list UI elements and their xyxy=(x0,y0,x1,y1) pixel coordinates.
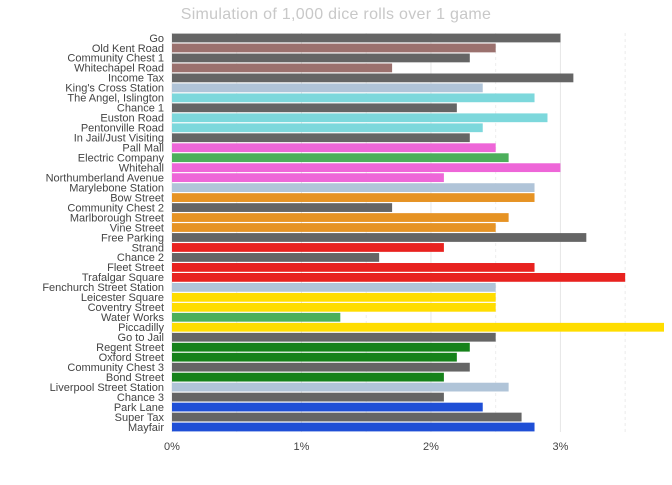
category-label: Community Chest 3 xyxy=(67,362,164,374)
x-tick-label: 3% xyxy=(552,441,568,453)
bar xyxy=(172,143,496,153)
bar xyxy=(172,193,535,202)
bar xyxy=(172,233,587,242)
category-label: Electric Company xyxy=(78,152,165,164)
category-label: Old Kent Road xyxy=(92,43,164,55)
category-label: Vine Street xyxy=(110,222,164,234)
category-label: Trafalgar Square xyxy=(82,272,164,284)
category-label: Fenchurch Street Station xyxy=(42,282,164,294)
category-label: Whitehall xyxy=(119,162,164,174)
category-label: Chance 1 xyxy=(117,103,164,115)
bar xyxy=(172,342,470,352)
bar xyxy=(172,362,470,372)
bar xyxy=(172,63,393,73)
category-label: Oxford Street xyxy=(99,352,164,364)
chart-title: Simulation of 1,000 dice rolls over 1 ga… xyxy=(180,6,492,23)
bar xyxy=(172,292,496,302)
bars xyxy=(172,33,664,432)
category-label: Fleet Street xyxy=(107,262,164,274)
bar xyxy=(172,422,535,432)
category-label: Free Parking xyxy=(101,232,164,244)
bar xyxy=(172,103,457,113)
bar xyxy=(172,163,561,173)
bar xyxy=(172,113,548,123)
category-label: Piccadilly xyxy=(118,322,164,334)
category-label: Park Lane xyxy=(114,402,164,414)
bar xyxy=(172,203,393,212)
category-label: Super Tax xyxy=(115,412,165,424)
bar xyxy=(172,372,444,382)
x-tick-label: 2% xyxy=(423,441,439,453)
x-tick-label: 1% xyxy=(294,441,310,453)
category-label: Water Works xyxy=(101,312,164,324)
bar xyxy=(172,183,535,193)
grid-lines xyxy=(171,33,626,432)
bar xyxy=(172,332,496,342)
category-label: Bond Street xyxy=(106,372,164,384)
category-label: Community Chest 1 xyxy=(67,53,164,65)
category-label: Strand xyxy=(132,242,164,254)
bar xyxy=(172,43,496,53)
category-label: Pentonville Road xyxy=(81,123,164,135)
category-label: Chance 3 xyxy=(117,392,164,404)
bar xyxy=(172,33,561,43)
bar xyxy=(172,282,496,292)
bar xyxy=(172,173,444,183)
category-label: Marlborough Street xyxy=(70,212,164,224)
bar xyxy=(172,153,509,163)
bar xyxy=(172,133,470,143)
bar xyxy=(172,412,522,422)
bar xyxy=(172,263,535,272)
category-label: Regent Street xyxy=(96,342,164,354)
bar xyxy=(172,223,496,232)
category-label: The Angel, Islington xyxy=(67,93,164,105)
category-label: Mayfair xyxy=(128,422,164,434)
bar xyxy=(172,253,380,262)
bar xyxy=(172,123,483,133)
category-label: Liverpool Street Station xyxy=(50,382,164,394)
category-label: Bow Street xyxy=(110,192,164,204)
bar xyxy=(172,352,457,362)
bar xyxy=(172,322,664,332)
category-label: Whitechapel Road xyxy=(74,63,164,75)
bar xyxy=(172,312,341,322)
bar xyxy=(172,213,509,222)
bar xyxy=(172,392,444,402)
category-label: Income Tax xyxy=(108,73,165,85)
category-label: In Jail/Just Visiting xyxy=(74,133,164,145)
bar xyxy=(172,53,470,63)
category-label: Leicester Square xyxy=(81,292,164,304)
bar xyxy=(172,243,444,252)
bar xyxy=(172,382,509,392)
category-label: Chance 2 xyxy=(117,252,164,264)
bar xyxy=(172,73,574,83)
x-tick-label: 0% xyxy=(164,441,180,453)
category-label: Coventry Street xyxy=(88,302,164,314)
bar xyxy=(172,402,483,412)
bar xyxy=(172,302,496,312)
category-label: Community Chest 2 xyxy=(67,202,164,214)
bar xyxy=(172,83,483,93)
category-label: Northumberland Avenue xyxy=(46,172,164,184)
category-label: Pall Mall xyxy=(122,143,164,155)
category-label: Euston Road xyxy=(100,113,164,125)
category-label: Go to Jail xyxy=(118,332,164,344)
category-label: King's Cross Station xyxy=(65,83,164,95)
category-label: Marylebone Station xyxy=(69,182,164,194)
category-label: Go xyxy=(149,33,164,45)
bar xyxy=(172,93,535,103)
bar xyxy=(172,272,626,282)
x-tick-labels: 0% 1% 2% 3% xyxy=(164,441,569,453)
